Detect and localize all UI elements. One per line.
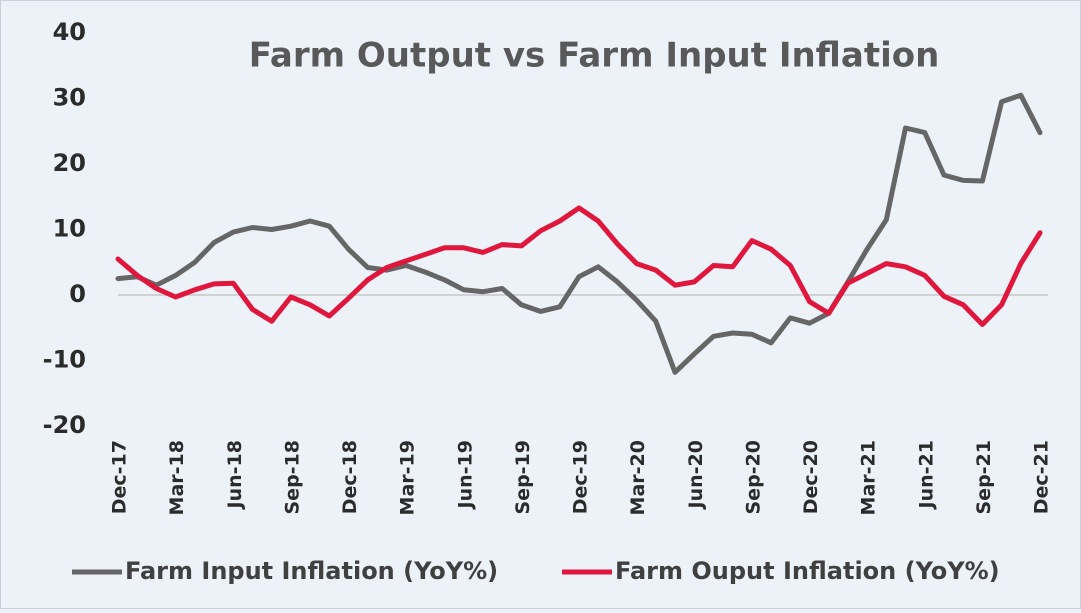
legend-label: Farm Ouput Inflation (YoY%) [615,557,1000,585]
x-tick-label: Sep-18 [281,440,303,515]
x-tick-label: Sep-20 [742,440,764,515]
y-tick-label: 0 [69,280,86,308]
series-line [115,205,1043,327]
x-tick-label: Sep-19 [512,440,534,515]
x-tick-label: Dec-20 [800,440,822,514]
y-tick-label: 30 [53,84,86,112]
x-tick-label: Jun-20 [685,440,707,510]
x-tick-label: Mar-20 [627,440,649,515]
x-tick-label: Sep-21 [973,440,995,515]
x-tick-label: Mar-19 [397,440,419,515]
chart-title: Farm Output vs Farm Input Inflation [249,36,940,76]
y-tick-label: 20 [53,149,86,177]
y-tick-label: -10 [43,346,86,374]
x-tick-label: Dec-18 [339,440,361,514]
x-tick-label: Mar-18 [166,440,188,515]
x-tick-label: Dec-21 [1031,440,1053,514]
legend-label: Farm Input Inflation (YoY%) [125,557,498,585]
series-line [115,92,1043,375]
y-tick-label: -20 [43,411,86,439]
x-tick-label: Jun-18 [224,440,246,510]
y-tick-label: 40 [53,18,86,46]
y-tick-label: 10 [53,215,86,243]
x-tick-label: Mar-21 [858,440,880,515]
x-tick-label: Dec-17 [109,440,131,514]
x-tick-label: Jun-21 [915,440,937,510]
x-tick-label: Dec-19 [570,440,592,514]
x-tick-label: Jun-19 [454,440,476,510]
